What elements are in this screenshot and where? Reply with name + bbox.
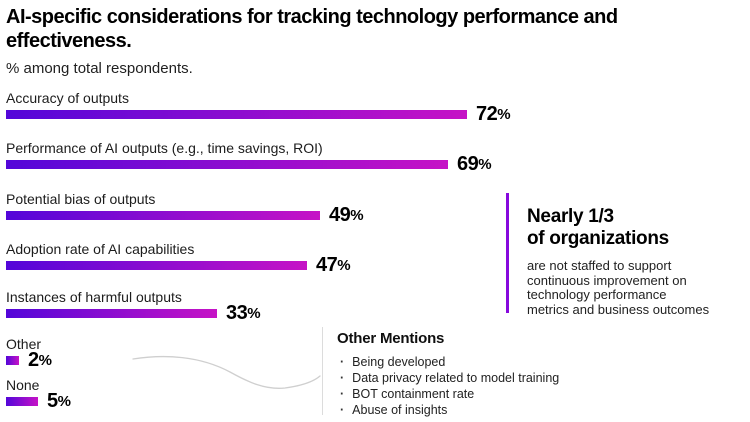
bar-track: 72%	[6, 104, 750, 124]
bar-track: 47%	[6, 255, 750, 275]
bar-value: 49%	[329, 203, 364, 226]
bar	[6, 261, 307, 270]
bar-row: Potential bias of outputs 49%	[6, 190, 750, 225]
bar	[6, 309, 217, 318]
bullet-icon: ·	[340, 371, 345, 385]
bar-track: 5%	[6, 391, 750, 411]
list-item: · BOT containment rate	[337, 386, 622, 402]
bar-label: Adoption rate of AI capabilities	[6, 241, 195, 257]
percent-sign: %	[337, 256, 351, 274]
bar-track: 49%	[6, 205, 750, 225]
bar-label: Potential bias of outputs	[6, 191, 156, 207]
bar-label: Instances of harmful outputs	[6, 289, 182, 305]
list-item-label: BOT containment rate	[352, 387, 475, 401]
bar-label: None	[6, 377, 40, 393]
bar-row: Performance of AI outputs (e.g., time sa…	[6, 139, 750, 174]
callout-title: Nearly 1/3 of organizations	[527, 206, 726, 250]
bullet-icon: ·	[340, 403, 345, 417]
bar-label: Performance of AI outputs (e.g., time sa…	[6, 140, 323, 156]
bar-row: Instances of harmful outputs 33%	[6, 288, 750, 323]
other-mentions-heading: Other Mentions	[337, 330, 445, 347]
bar-row: Other 2%	[6, 335, 750, 370]
page-subtitle: % among total respondents.	[6, 60, 193, 77]
list-item: · Data privacy related to model training	[337, 370, 622, 386]
bar-track: 2%	[6, 350, 750, 370]
bar-row: Adoption rate of AI capabilities 47%	[6, 240, 750, 275]
callout: Nearly 1/3 of organizations are not staf…	[506, 193, 726, 316]
bar-value: 33%	[226, 301, 261, 324]
percent-sign: %	[497, 105, 511, 123]
list-item: · Abuse of insights	[337, 402, 622, 418]
bar-value: 72%	[476, 102, 511, 125]
list-item-label: Being developed	[352, 355, 446, 369]
callout-body-line: are not staffed to support	[527, 258, 672, 273]
bar	[6, 397, 38, 406]
callout-body: are not staffed to support continuous im…	[527, 258, 726, 317]
bar-track: 69%	[6, 154, 750, 174]
bar-value: 5%	[47, 389, 71, 412]
percent-sign: %	[57, 392, 71, 410]
callout-title-line2: of organizations	[527, 228, 669, 249]
callout-body-line: technology performance	[527, 287, 667, 302]
bullet-icon: ·	[340, 355, 345, 369]
bar-track: 33%	[6, 303, 750, 323]
percent-sign: %	[478, 155, 492, 173]
bar-value: 2%	[28, 348, 52, 371]
callout-title-line1: Nearly 1/3	[527, 206, 614, 227]
bar	[6, 160, 448, 169]
connector-curve	[132, 355, 321, 389]
bar	[6, 356, 19, 365]
bar-value: 47%	[316, 253, 351, 276]
list-item-label: Data privacy related to model training	[352, 371, 560, 385]
callout-body-line: continuous improvement on	[527, 272, 687, 288]
other-mentions-list: · Being developed · Data privacy related t…	[337, 354, 622, 418]
bar	[6, 211, 320, 220]
callout-content: Nearly 1/3 of organizations are not staf…	[527, 193, 726, 317]
bar-label: Accuracy of outputs	[6, 90, 129, 106]
bar-row: Accuracy of outputs 72%	[6, 89, 750, 124]
bullet-icon: ·	[340, 387, 345, 401]
percent-sign: %	[247, 304, 261, 322]
page-title: AI-specific considerations for tracking …	[6, 6, 618, 52]
percent-sign: %	[350, 206, 364, 224]
list-item: · Being developed	[337, 354, 622, 370]
other-mentions-panel: Other Mentions · Being developed · Data pr…	[322, 327, 622, 418]
callout-body-line: metrics and business outcomes	[527, 301, 710, 317]
bar-value: 69%	[457, 152, 492, 175]
bar	[6, 110, 467, 119]
list-item-label: Abuse of insights	[352, 403, 448, 417]
percent-sign: %	[38, 351, 52, 369]
bar-label: Other	[6, 336, 42, 352]
bar-row: None 5%	[6, 376, 750, 411]
